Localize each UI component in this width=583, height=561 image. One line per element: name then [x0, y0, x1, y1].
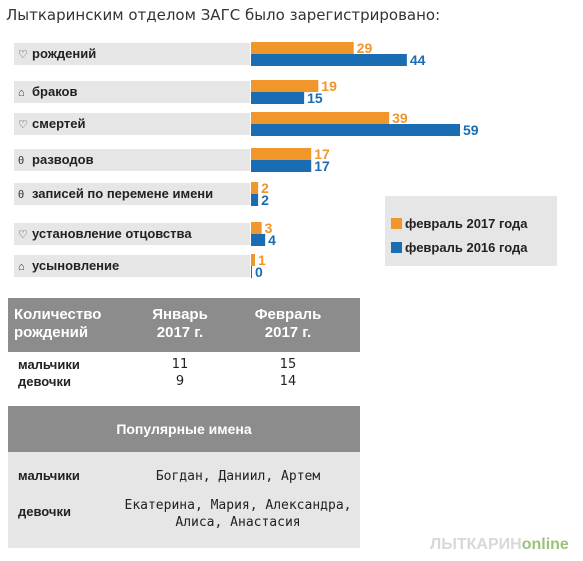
category-icon: ♡: [18, 229, 28, 241]
data-label-2017-1: 19: [321, 78, 337, 94]
category-icon: ⌂: [18, 87, 25, 99]
category-text: записей по перемене имени: [32, 186, 214, 201]
names-girls-label: девочки: [18, 504, 71, 519]
data-label-2016-6: 0: [255, 264, 263, 280]
bar-2017-1: [251, 80, 319, 92]
bar-2016-5: [251, 234, 266, 246]
legend-label-2017: февраль 2017 года: [405, 216, 528, 231]
category-label-5: ♡ установление отцовства: [14, 223, 250, 245]
category-label-2: ♡ смертей: [14, 113, 250, 135]
header-february: Февраль 2017 г.: [254, 306, 322, 341]
data-label-2016-3: 17: [314, 158, 330, 174]
bar-2016-6: [251, 266, 252, 278]
names-boys-value: Богдан, Даниил, Артем: [155, 469, 321, 484]
bar-2017-0: [251, 42, 354, 54]
data-label-2017-0: 29: [357, 40, 373, 56]
category-icon: θ: [18, 155, 25, 167]
logo-accent: online: [521, 536, 569, 553]
row-boys-jan: 11: [171, 357, 189, 372]
data-label-2016-0: 44: [410, 52, 426, 68]
row-girls-jan: 9: [175, 374, 185, 389]
data-label-2017-6: 1: [258, 252, 266, 268]
category-text: усыновление: [32, 258, 120, 273]
popular-names: мальчики Богдан, Даниил, Артем девочки Е…: [8, 452, 360, 548]
data-label-2016-4: 2: [261, 192, 269, 208]
data-label-2016-5: 4: [268, 232, 276, 248]
category-label-1: ⌂ браков: [14, 81, 250, 103]
row-girls-label: девочки: [18, 374, 71, 389]
logo: ЛЫТКАРИНonline: [430, 536, 569, 554]
births-rows: мальчики 11 15 девочки 9 14: [8, 352, 360, 406]
logo-main: ЛЫТКАРИН: [430, 536, 522, 553]
legend-label-2016: февраль 2016 года: [405, 240, 528, 255]
category-text: разводов: [32, 152, 94, 167]
table-header: Количество рождений Январь 2017 г. Февра…: [8, 298, 360, 352]
data-label-2017-3: 17: [314, 146, 330, 162]
legend-swatch-2016: [391, 242, 402, 253]
legend-item-2017: февраль 2017 года: [391, 216, 527, 231]
bar-2017-2: [251, 112, 390, 124]
category-label-4: θ записей по перемене имени: [14, 183, 250, 205]
bar-2017-3: [251, 148, 312, 160]
bar-2016-1: [251, 92, 305, 104]
bar-2017-6: [251, 254, 255, 266]
bar-2016-3: [251, 160, 312, 172]
category-icon: ⌂: [18, 261, 25, 273]
category-icon: θ: [18, 189, 25, 201]
popular-names-header: Популярные имена: [8, 406, 360, 452]
category-text: рождений: [32, 46, 97, 61]
data-label-2017-5: 3: [265, 220, 273, 236]
header-january: Январь 2017 г.: [152, 306, 208, 341]
category-icon: ♡: [18, 119, 28, 131]
row-boys-feb: 15: [279, 357, 297, 372]
category-label-6: ⌂ усыновление: [14, 255, 250, 277]
data-label-2017-4: 2: [261, 180, 269, 196]
category-text: браков: [32, 84, 78, 99]
category-text: смертей: [32, 116, 86, 131]
bar-2016-2: [251, 124, 460, 136]
births-table: Количество рождений Январь 2017 г. Февра…: [8, 298, 360, 548]
bar-2017-5: [251, 222, 262, 234]
row-girls-feb: 14: [279, 374, 297, 389]
legend-item-2016: февраль 2016 года: [391, 240, 527, 255]
header-births-count: Количество рождений: [14, 306, 102, 341]
data-label-2016-1: 15: [307, 90, 323, 106]
bar-2016-0: [251, 54, 407, 66]
names-boys-label: мальчики: [18, 468, 80, 483]
legend-swatch-2017: [391, 218, 402, 229]
category-label-0: ♡ рождений: [14, 43, 250, 65]
chart-title: Лыткаринским отделом ЗАГС было зарегистр…: [6, 6, 441, 24]
category-text: установление отцовства: [32, 226, 192, 241]
bar-2017-4: [251, 182, 259, 194]
legend: февраль 2017 года февраль 2016 года: [385, 196, 557, 266]
data-label-2017-2: 39: [392, 110, 408, 126]
data-label-2016-2: 59: [463, 122, 479, 138]
category-icon: ♡: [18, 49, 28, 61]
names-girls-value: Екатерина, Мария, Александра, Алиса, Ана…: [124, 498, 352, 530]
row-boys-label: мальчики: [18, 357, 80, 372]
bar-2016-4: [251, 194, 259, 206]
category-label-3: θ разводов: [14, 149, 250, 171]
